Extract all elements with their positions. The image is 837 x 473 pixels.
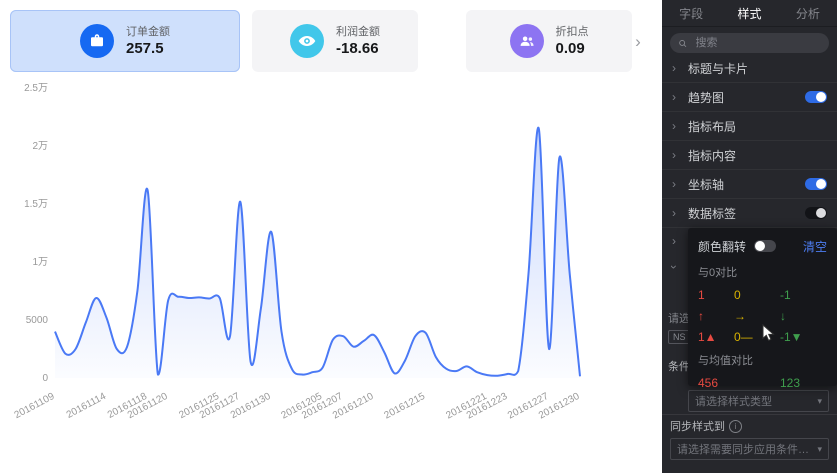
search-input[interactable] xyxy=(693,36,821,50)
chevron-right-icon[interactable]: › xyxy=(672,234,676,248)
style-option[interactable]: 1 xyxy=(698,288,705,302)
sync-style-label: 同步样式到 xyxy=(670,421,725,433)
kpi-card-profit-amount[interactable]: 利润金额 -18.66 xyxy=(252,10,418,72)
chevron-right-icon: › xyxy=(672,177,676,191)
style-config-panel: 字段 样式 分析 › 标题与卡片 › 趋势图 › 指标布局 xyxy=(662,0,837,473)
kpi-card-order-amount[interactable]: 订单金额 257.5 xyxy=(10,10,240,72)
condition-label: 条件 xyxy=(668,361,690,373)
kpi-label: 折扣点 xyxy=(555,25,589,38)
section-indicator-content[interactable]: › 指标内容 xyxy=(662,141,837,170)
compare-mean-title: 与均值对比 xyxy=(698,355,753,367)
conditional-style-popup: 颜色翻转 清空 与0对比 1 0 -1 ↑ → ↓ 1▲ 0— -1▼ 与均值对… xyxy=(688,228,837,390)
svg-text:2万: 2万 xyxy=(32,141,48,152)
svg-text:20161109: 20161109 xyxy=(13,391,57,420)
svg-text:0: 0 xyxy=(42,373,48,384)
style-type-dropdown[interactable]: 请选择样式类型 ▾ xyxy=(688,390,829,412)
svg-text:20161215: 20161215 xyxy=(383,391,428,420)
chevron-right-icon: › xyxy=(672,148,676,162)
style-option[interactable]: 0 xyxy=(734,288,741,302)
svg-text:20161114: 20161114 xyxy=(65,391,109,420)
style-option[interactable]: 0— xyxy=(734,330,753,344)
section-axes[interactable]: › 坐标轴 xyxy=(662,170,837,199)
chart-area-fill xyxy=(55,127,580,378)
style-option[interactable]: ↑ xyxy=(698,309,704,323)
section-label: 数据标签 xyxy=(688,206,737,221)
chevron-right-icon: › xyxy=(672,90,676,104)
style-option[interactable]: 456 xyxy=(698,376,719,390)
users-icon xyxy=(509,24,544,58)
section-label: 标题与卡片 xyxy=(688,61,749,76)
section-label: 指标内容 xyxy=(688,148,737,163)
y-axis-labels: 0 5000 1万 1.5万 2万 2.5万 xyxy=(24,83,48,384)
style-option[interactable]: -1 xyxy=(780,288,791,302)
tab-fields[interactable]: 字段 xyxy=(679,6,704,21)
more-cards-arrow[interactable]: › xyxy=(628,30,648,54)
color-flip-toggle[interactable] xyxy=(754,240,777,252)
kpi-value: 257.5 xyxy=(126,39,164,57)
style-option[interactable]: 123 xyxy=(780,376,801,390)
kpi-value: 0.09 xyxy=(555,39,585,57)
style-sections: › 标题与卡片 › 趋势图 › 指标布局 › 指标内容 › 坐标轴 xyxy=(662,54,837,228)
section-label: 坐标轴 xyxy=(688,177,725,192)
style-type-placeholder: 请选择样式类型 xyxy=(695,396,772,408)
section-toggle[interactable] xyxy=(805,178,827,190)
kpi-label: 利润金额 xyxy=(336,25,380,38)
chart-line xyxy=(54,126,581,377)
eye-icon xyxy=(290,24,324,58)
style-option[interactable]: -1▼ xyxy=(780,330,803,344)
sync-style-label-row: 同步样式到 i xyxy=(670,418,742,434)
chevron-right-icon: › xyxy=(672,206,676,220)
tab-style[interactable]: 样式 xyxy=(737,6,762,21)
info-icon[interactable]: i xyxy=(729,419,742,433)
section-indicator-layout[interactable]: › 指标布局 xyxy=(662,112,837,141)
chevron-right-icon: › xyxy=(672,119,676,133)
kpi-card-discount-point[interactable]: 折扣点 0.09 xyxy=(466,10,632,72)
chevron-down-icon[interactable]: › xyxy=(667,265,681,269)
sync-target-dropdown[interactable]: 请选择需要同步应用条件格式的... ▾ xyxy=(670,438,829,460)
style-option[interactable]: 1▲ xyxy=(698,330,717,344)
compare-zero-options: 1 0 -1 ↑ → ↓ 1▲ 0— -1▼ xyxy=(698,288,827,344)
compare-zero-title: 与0对比 xyxy=(698,267,738,279)
briefcase-icon xyxy=(80,24,114,58)
panel-tabs: 字段 样式 分析 xyxy=(662,0,837,27)
section-trend-chart[interactable]: › 趋势图 xyxy=(662,83,837,112)
clear-button[interactable]: 清空 xyxy=(802,239,827,254)
section-toggle[interactable] xyxy=(805,207,827,219)
section-label: 趋势图 xyxy=(688,90,725,105)
svg-text:1万: 1万 xyxy=(32,257,48,268)
search-icon xyxy=(679,39,687,47)
style-option[interactable]: → xyxy=(734,309,746,323)
section-toggle[interactable] xyxy=(805,91,827,103)
tab-analysis[interactable]: 分析 xyxy=(795,6,820,21)
sync-target-placeholder: 请选择需要同步应用条件格式的... xyxy=(677,444,813,456)
section-data-labels[interactable]: › 数据标签 xyxy=(662,199,837,228)
kpi-value: -18.66 xyxy=(336,39,379,57)
style-option[interactable]: ↓ xyxy=(780,309,786,323)
canvas-area: 订单金额 257.5 利润金额 -18.66 折扣点 0.09 › xyxy=(0,10,662,420)
svg-text:1.5万: 1.5万 xyxy=(24,199,48,210)
kpi-label: 订单金额 xyxy=(126,25,170,38)
section-title-card[interactable]: › 标题与卡片 xyxy=(662,54,837,83)
chevron-down-icon: ▾ xyxy=(817,395,822,406)
section-label: 指标布局 xyxy=(688,119,737,134)
color-flip-label: 颜色翻转 xyxy=(698,239,747,254)
divider xyxy=(662,414,837,415)
svg-text:2.5万: 2.5万 xyxy=(24,83,48,94)
compare-mean-options: 456 123 xyxy=(698,376,827,390)
field-select-truncated[interactable]: 请选 xyxy=(668,313,688,325)
search-box[interactable] xyxy=(670,33,829,53)
chevron-down-icon: ▾ xyxy=(817,443,822,454)
chevron-right-icon: › xyxy=(672,61,676,75)
svg-text:5000: 5000 xyxy=(26,315,49,326)
